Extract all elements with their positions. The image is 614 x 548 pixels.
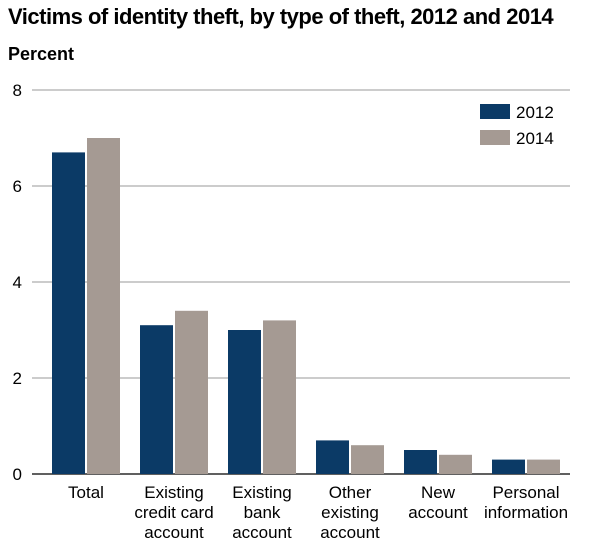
bar-2012 bbox=[404, 450, 437, 474]
bar-2014 bbox=[351, 445, 384, 474]
y-tick-label: 0 bbox=[13, 465, 22, 484]
y-tick-label: 6 bbox=[13, 177, 22, 196]
y-tick-label: 2 bbox=[13, 369, 22, 388]
category-label: New account bbox=[408, 483, 468, 522]
legend-label-2014: 2014 bbox=[516, 129, 554, 148]
category-label: Other existing account bbox=[320, 483, 380, 542]
bar-2012 bbox=[228, 330, 261, 474]
y-tick-labels: 0 2 4 6 8 bbox=[13, 81, 22, 484]
legend-swatch-2012 bbox=[480, 104, 510, 119]
bar-2012 bbox=[316, 440, 349, 474]
bar-2014 bbox=[439, 454, 472, 474]
bar-2012 bbox=[52, 152, 85, 474]
y-tick-label: 8 bbox=[13, 81, 22, 100]
bar-2014 bbox=[175, 310, 208, 474]
category-labels: Total Existing credit card account Existing b… bbox=[68, 483, 568, 542]
category-label: Personal information bbox=[484, 483, 568, 522]
legend-label-2012: 2012 bbox=[516, 103, 554, 122]
bars bbox=[52, 138, 560, 474]
category-label: Existing credit card account bbox=[134, 483, 213, 542]
bar-2014 bbox=[527, 459, 560, 474]
y-axis-label: Percent bbox=[8, 44, 75, 64]
bar-2014 bbox=[263, 320, 296, 474]
category-label: Existing bank account bbox=[232, 483, 292, 542]
chart-title: Victims of identity theft, by type of th… bbox=[8, 4, 554, 29]
bar-2012 bbox=[492, 459, 525, 474]
bar-2012 bbox=[140, 325, 173, 474]
y-tick-label: 4 bbox=[13, 273, 22, 292]
category-label: Total bbox=[68, 483, 104, 502]
bar-2014 bbox=[87, 138, 120, 474]
legend-swatch-2014 bbox=[480, 130, 510, 145]
grid-lines bbox=[32, 89, 570, 475]
legend: 2012 2014 bbox=[480, 103, 554, 148]
